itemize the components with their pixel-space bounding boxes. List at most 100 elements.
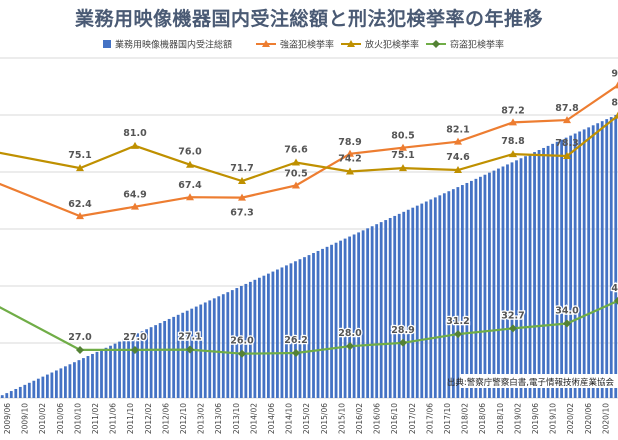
bar bbox=[257, 277, 261, 398]
bar bbox=[506, 164, 509, 398]
bar bbox=[465, 182, 469, 398]
bar bbox=[136, 333, 139, 398]
bar bbox=[402, 211, 406, 398]
x-axis-ticks: 2009/06 2009/10 2010/02 2010/06 2010/10 2011/… bbox=[3, 403, 610, 434]
bar bbox=[528, 154, 532, 398]
bar bbox=[149, 327, 153, 398]
bar bbox=[424, 201, 428, 398]
data-label: 67.4 bbox=[178, 180, 202, 191]
data-point bbox=[614, 81, 618, 89]
bar bbox=[253, 279, 257, 398]
x-tick-label: 2013/02 bbox=[197, 403, 206, 434]
x-tick-label: 2012/02 bbox=[144, 403, 153, 434]
data-point bbox=[76, 164, 84, 172]
bar bbox=[537, 150, 541, 398]
bar bbox=[483, 174, 487, 398]
bar bbox=[230, 290, 234, 398]
data-point bbox=[454, 330, 462, 339]
bar bbox=[185, 310, 189, 398]
bar bbox=[280, 267, 284, 398]
bar bbox=[289, 263, 293, 398]
bar bbox=[54, 370, 58, 398]
bar bbox=[244, 283, 248, 398]
bar bbox=[361, 230, 365, 398]
source-note-background bbox=[460, 374, 618, 388]
bar bbox=[460, 185, 464, 398]
bar bbox=[479, 176, 482, 398]
data-label: 78.9 bbox=[338, 137, 361, 148]
bar bbox=[415, 205, 419, 398]
x-tick-label: 2019/02 bbox=[513, 403, 522, 434]
bar bbox=[172, 316, 176, 398]
bar bbox=[109, 345, 112, 398]
data-label: 82.1 bbox=[446, 125, 469, 136]
bar bbox=[262, 275, 266, 398]
bar bbox=[267, 273, 270, 398]
bar bbox=[555, 141, 559, 398]
bar bbox=[470, 180, 473, 398]
bar bbox=[285, 265, 288, 398]
bar bbox=[542, 147, 545, 398]
bar bbox=[100, 349, 103, 398]
bar bbox=[515, 160, 518, 398]
data-point bbox=[346, 167, 354, 175]
data-label: 97 bbox=[611, 68, 618, 79]
data-label: 75.1 bbox=[68, 150, 91, 161]
bar bbox=[551, 143, 554, 398]
bar bbox=[145, 329, 149, 398]
data-point bbox=[76, 212, 84, 220]
data-label: 67.3 bbox=[230, 208, 253, 219]
data-label: 76.6 bbox=[284, 144, 308, 155]
bar bbox=[235, 288, 239, 398]
bar bbox=[533, 152, 536, 398]
data-label: 78.3 bbox=[555, 138, 578, 149]
data-label: 31.2 bbox=[446, 316, 469, 327]
data-point bbox=[292, 348, 300, 357]
bar bbox=[397, 213, 401, 398]
x-tick-label: 2014/10 bbox=[285, 403, 294, 434]
bar bbox=[194, 306, 198, 398]
data-label: 71.7 bbox=[230, 163, 253, 174]
legend: 業務用映像機器国内受注総額 強盗犯検挙率 放火犯検挙率 窃盗犯検挙率 bbox=[103, 39, 504, 51]
bar bbox=[113, 343, 117, 398]
x-tick-label: 2018/02 bbox=[461, 403, 470, 434]
bar bbox=[154, 325, 158, 398]
bar bbox=[614, 115, 618, 398]
data-point bbox=[509, 324, 517, 333]
bar bbox=[388, 218, 392, 398]
bar bbox=[86, 356, 90, 398]
bar bbox=[181, 312, 185, 398]
x-tick-label: 2010/06 bbox=[56, 403, 65, 434]
bar bbox=[95, 351, 99, 398]
bar bbox=[307, 255, 311, 398]
bar bbox=[582, 129, 586, 399]
bar bbox=[393, 215, 397, 398]
bar bbox=[68, 364, 72, 398]
data-point bbox=[238, 193, 246, 201]
bar bbox=[271, 271, 275, 398]
bar bbox=[41, 376, 45, 398]
bar bbox=[546, 145, 550, 398]
bar bbox=[334, 242, 338, 398]
bar bbox=[77, 360, 81, 398]
x-tick-label: 2010/10 bbox=[73, 403, 82, 434]
x-tick-label: 2015/06 bbox=[320, 403, 329, 434]
data-label: 87.2 bbox=[501, 105, 524, 116]
x-tick-label: 2011/10 bbox=[126, 403, 135, 434]
bar bbox=[429, 199, 433, 398]
bar bbox=[569, 135, 573, 398]
x-tick-label: 2015/02 bbox=[302, 403, 311, 434]
x-tick-label: 2017/02 bbox=[408, 403, 417, 434]
x-tick-label: 2012/06 bbox=[161, 403, 170, 434]
bar bbox=[384, 220, 388, 398]
bar bbox=[190, 308, 194, 398]
data-label: 87.8 bbox=[555, 103, 579, 114]
data-label: 78.8 bbox=[501, 136, 525, 147]
x-tick-label: 2009/06 bbox=[3, 403, 12, 434]
data-point bbox=[509, 150, 517, 158]
x-tick-label: 2012/10 bbox=[179, 403, 188, 434]
data-label: 64.9 bbox=[123, 190, 146, 201]
legend-marker bbox=[262, 40, 270, 47]
data-point bbox=[346, 149, 354, 157]
